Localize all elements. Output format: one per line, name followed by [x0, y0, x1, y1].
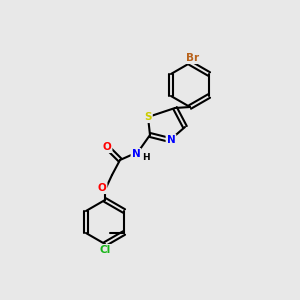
Text: H: H	[142, 152, 150, 161]
Text: N: N	[167, 135, 176, 145]
Text: O: O	[98, 183, 106, 193]
Text: N: N	[132, 149, 140, 159]
Text: Cl: Cl	[99, 245, 111, 255]
Text: Br: Br	[186, 53, 200, 63]
Text: O: O	[103, 142, 111, 152]
Text: S: S	[144, 112, 152, 122]
